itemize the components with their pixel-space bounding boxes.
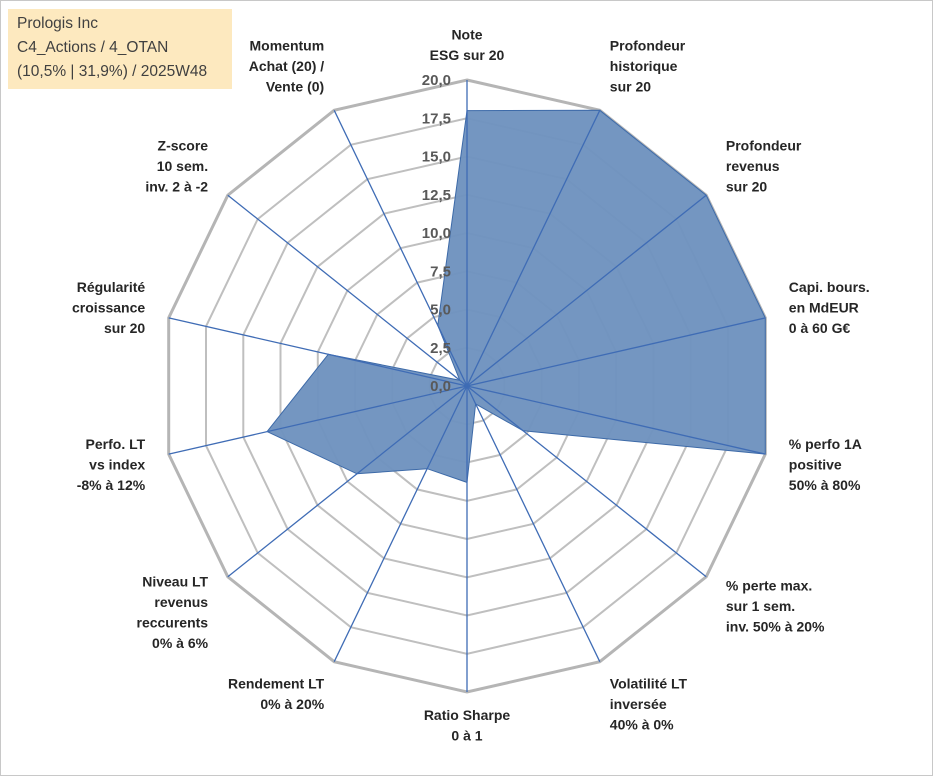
category-label-line: croissance xyxy=(72,300,145,316)
category-label: Volatilité LT inversée 40% à 0% xyxy=(610,675,688,732)
axis-spoke xyxy=(466,194,707,387)
category-label-line: Profondeur xyxy=(726,138,802,154)
category-label-line: Niveau LT xyxy=(142,574,208,590)
tick-label: 10,0 xyxy=(422,225,451,242)
axis-spoke xyxy=(466,385,601,662)
category-label-line: historique xyxy=(610,58,678,74)
category-label: Rendement LT 0% à 20% xyxy=(228,675,325,712)
category-label-line: Volatilité LT xyxy=(610,675,688,691)
category-label-line: revenus xyxy=(154,594,208,610)
category-label-line: vs index xyxy=(89,457,145,473)
category-label-line: sur 1 sem. xyxy=(726,598,795,614)
radar-tick-labels: 0,0 2,5 5,0 7,5 10,0 12,5 15,0 17,5 20,0 xyxy=(422,72,451,395)
category-label-line: positive xyxy=(789,457,842,473)
axis-spoke xyxy=(466,385,707,578)
category-label-line: sur 20 xyxy=(726,179,767,195)
radar-series xyxy=(266,109,766,484)
info-box: Prologis Inc C4_Actions / 4_OTAN (10,5% … xyxy=(8,9,232,89)
category-label: Perfo. LT vs index -8% à 12% xyxy=(77,436,146,493)
axis-spoke xyxy=(333,385,468,662)
tick-label: 0,0 xyxy=(430,378,451,395)
tick-label: 20,0 xyxy=(422,72,451,89)
axis-spoke xyxy=(466,317,766,387)
category-label-line: inv. 50% à 20% xyxy=(726,618,825,634)
tick-label: 15,0 xyxy=(422,149,451,166)
axis-spoke xyxy=(227,194,468,387)
series-area xyxy=(266,109,766,484)
category-label: Note ESG sur 20 xyxy=(430,27,505,64)
category-label: Niveau LT revenus reccurents 0% à 6% xyxy=(137,574,209,652)
category-label-line: en MdEUR xyxy=(789,300,859,316)
category-label: Capi. bours. en MdEUR 0 à 60 G€ xyxy=(789,279,870,336)
category-label-line: sur 20 xyxy=(610,79,651,95)
category-label-line: Achat (20) / xyxy=(249,58,325,74)
tick-label: 12,5 xyxy=(422,187,451,204)
category-label-line: Perfo. LT xyxy=(86,436,146,452)
category-label-line: 0 à 60 G€ xyxy=(789,320,851,336)
axis-spoke xyxy=(466,110,601,387)
category-label-line: inversée xyxy=(610,696,667,712)
axis-spoke xyxy=(333,110,468,387)
axis-spoke xyxy=(227,385,468,578)
category-label-line: Capi. bours. xyxy=(789,279,870,295)
category-label-line: Note xyxy=(451,27,482,43)
tick-label: 7,5 xyxy=(430,263,451,280)
category-label: % perte max. sur 1 sem. inv. 50% à 20% xyxy=(726,577,825,634)
company-name: Prologis Inc xyxy=(17,15,98,32)
category-label: Profondeur historique sur 20 xyxy=(610,38,686,95)
category-label-line: sur 20 xyxy=(104,320,145,336)
category-label: Profondeur revenus sur 20 xyxy=(726,138,802,195)
category-label: Momentum Achat (20) / Vente (0) xyxy=(249,38,325,95)
category-label-line: reccurents xyxy=(137,615,209,631)
category-label-line: inv. 2 à -2 xyxy=(145,179,208,195)
category-label-line: 10 sem. xyxy=(157,158,208,174)
category-label-line: Profondeur xyxy=(610,38,686,54)
category-label: % perfo 1A positive 50% à 80% xyxy=(789,436,862,493)
tick-label: 5,0 xyxy=(430,302,451,319)
category-label-line: ESG sur 20 xyxy=(430,47,505,63)
tick-label: 2,5 xyxy=(430,340,451,357)
category-label-line: % perte max. xyxy=(726,577,812,593)
category-label-line: Z-score xyxy=(158,138,209,154)
category-label-line: Rendement LT xyxy=(228,675,325,691)
category-label-line: 0% à 6% xyxy=(152,635,209,651)
category-label-line: revenus xyxy=(726,158,780,174)
category-label: Ratio Sharpe 0 à 1 xyxy=(424,707,511,744)
category-label-line: Momentum xyxy=(250,38,325,54)
category-label-line: 0 à 1 xyxy=(451,728,482,744)
category-label-line: 0% à 20% xyxy=(260,696,324,712)
category-label-line: -8% à 12% xyxy=(77,477,146,493)
axis-spoke xyxy=(168,385,468,455)
tick-label: 17,5 xyxy=(422,110,451,127)
category-label: Z-score 10 sem. inv. 2 à -2 xyxy=(145,138,208,195)
axis-spoke xyxy=(466,385,766,455)
category-label: Régularité croissance sur 20 xyxy=(72,279,145,336)
radar-spokes xyxy=(168,80,766,692)
radar-category-labels: Note ESG sur 20 Profondeur historique sur 20… xyxy=(72,27,870,744)
stats-line: (10,5% | 31,9%) / 2025W48 xyxy=(17,63,208,80)
category-label-line: 40% à 0% xyxy=(610,716,674,732)
category-line: C4_Actions / 4_OTAN xyxy=(17,39,169,56)
category-label-line: Vente (0) xyxy=(266,79,324,95)
category-label-line: Régularité xyxy=(77,279,146,295)
axis-spoke xyxy=(168,317,468,387)
category-label-line: % perfo 1A xyxy=(789,436,862,452)
category-label-line: 50% à 80% xyxy=(789,477,861,493)
category-label-line: Ratio Sharpe xyxy=(424,707,511,723)
